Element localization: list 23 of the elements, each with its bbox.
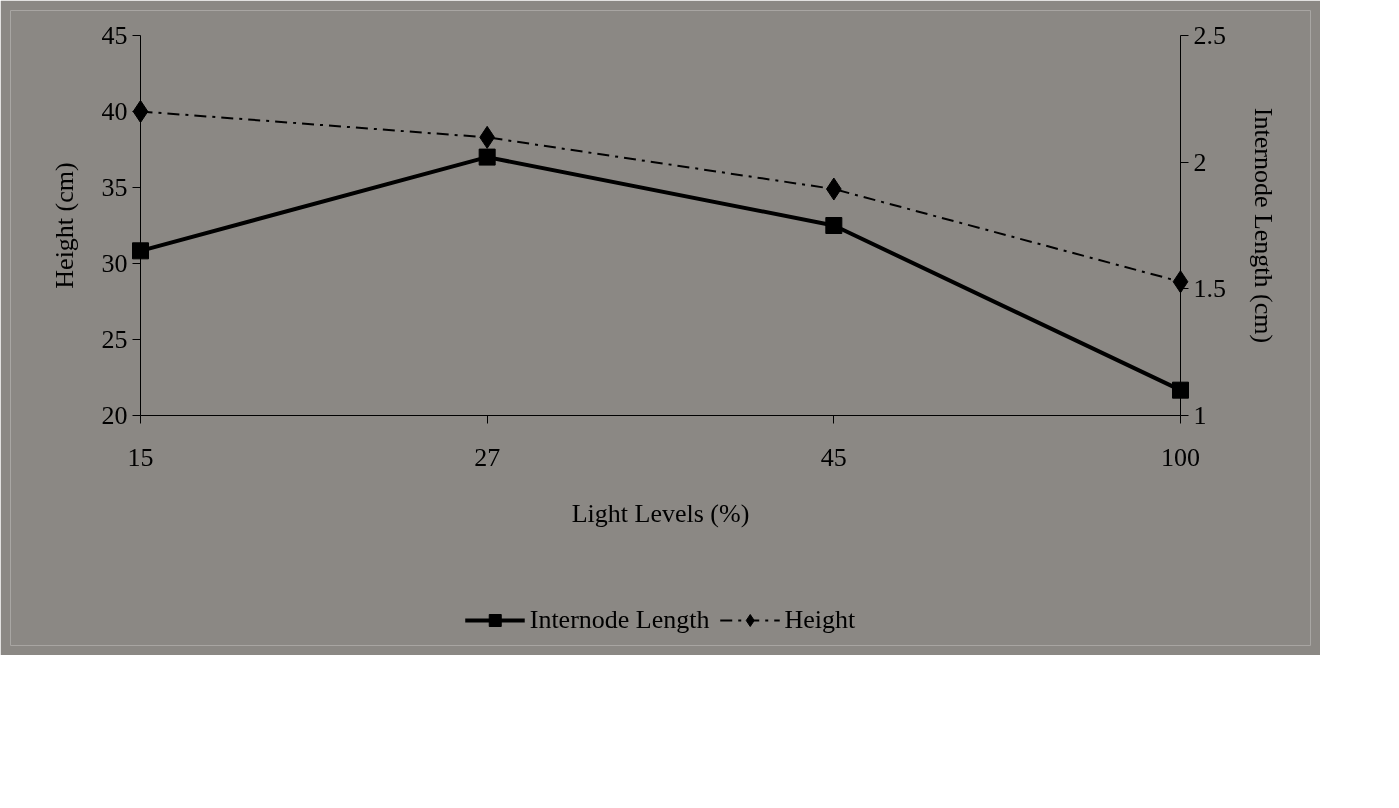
- y2-axis-title: Internode Length (cm): [1249, 107, 1278, 344]
- legend-label: Internode Length: [529, 605, 710, 635]
- x-tick-label: 15: [127, 442, 154, 472]
- x-tick-label: 45: [820, 442, 847, 472]
- legend-label: Height: [784, 605, 856, 635]
- y2-tick-label: 1.5: [1193, 274, 1226, 304]
- y-tick-label: 35: [101, 173, 128, 202]
- point: [132, 242, 149, 260]
- x-axis-title: Light Levels (%): [571, 498, 750, 528]
- x-tick-label: 27: [474, 442, 501, 472]
- y-axis-title: Height (cm): [49, 162, 79, 289]
- y-tick-label: 40: [101, 97, 128, 126]
- point: [478, 148, 496, 166]
- y-tick-label: 30: [101, 249, 128, 278]
- x-tick-label: 100: [1161, 442, 1200, 472]
- y-tick-label: 25: [101, 325, 128, 354]
- y2-tick-label: 2: [1193, 147, 1207, 177]
- y2-tick-label: 2.5: [1193, 21, 1226, 50]
- point: [825, 217, 843, 234]
- y-tick-label: 45: [101, 21, 128, 50]
- y2-tick-label: 1: [1193, 401, 1207, 430]
- y-tick-label: 20: [101, 401, 128, 430]
- point: [1172, 381, 1189, 399]
